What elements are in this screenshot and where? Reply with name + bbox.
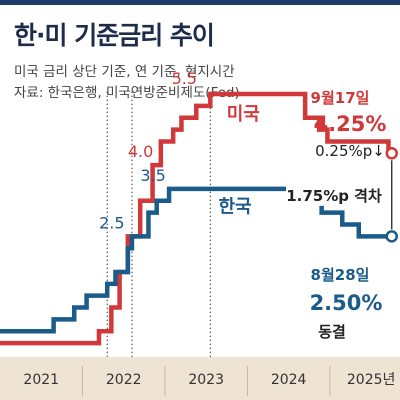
series-end-marker-kr <box>385 230 399 243</box>
top-accent-bar <box>0 0 400 5</box>
x-tick-label: 2021 <box>23 372 59 388</box>
x-tick-label: 2022 <box>106 372 142 388</box>
series-data-label: 미국 <box>227 104 260 125</box>
kr-status-label: 동결 <box>318 323 346 341</box>
subtitle-line-1: 미국 금리 상단 기준, 연 기준, 현지시간 <box>14 64 235 80</box>
series-data-label: 3.5 <box>140 166 165 185</box>
series-line-kr <box>0 186 392 334</box>
us-change-label: 0.25%p↓ <box>315 142 385 160</box>
series-data-label: 5.5 <box>172 69 197 88</box>
gap-label: 1.75%p 격차 <box>286 187 382 205</box>
series-end-marker-us <box>385 147 399 160</box>
page-title: 한·미 기준금리 추이 <box>14 21 215 50</box>
series-line-us <box>0 91 392 346</box>
x-tick-label: 2025년 <box>347 372 396 388</box>
kr-rate-label: 2.50% <box>310 291 383 315</box>
subtitle-source: 자료: 한국은행, 미국연방준비제도(Fed) <box>14 85 240 101</box>
series-data-label: 2.5 <box>99 213 124 232</box>
gap-label-bg <box>286 185 382 206</box>
kr-date-label: 8월28일 <box>311 266 370 284</box>
series-data-label: 한국 <box>218 197 251 218</box>
x-tick-label: 2024 <box>271 372 307 388</box>
us-date-label: 9월17일 <box>311 89 370 107</box>
us-rate-label: 4.25% <box>314 112 387 136</box>
series-data-label: 4.0 <box>128 142 153 161</box>
subtitle: 미국 금리 상단 기준, 연 기준, 현지시간 자료: 한국은행, 미국연방준비… <box>14 62 240 104</box>
x-tick-label: 2023 <box>188 372 224 388</box>
x-axis-band <box>0 357 400 400</box>
